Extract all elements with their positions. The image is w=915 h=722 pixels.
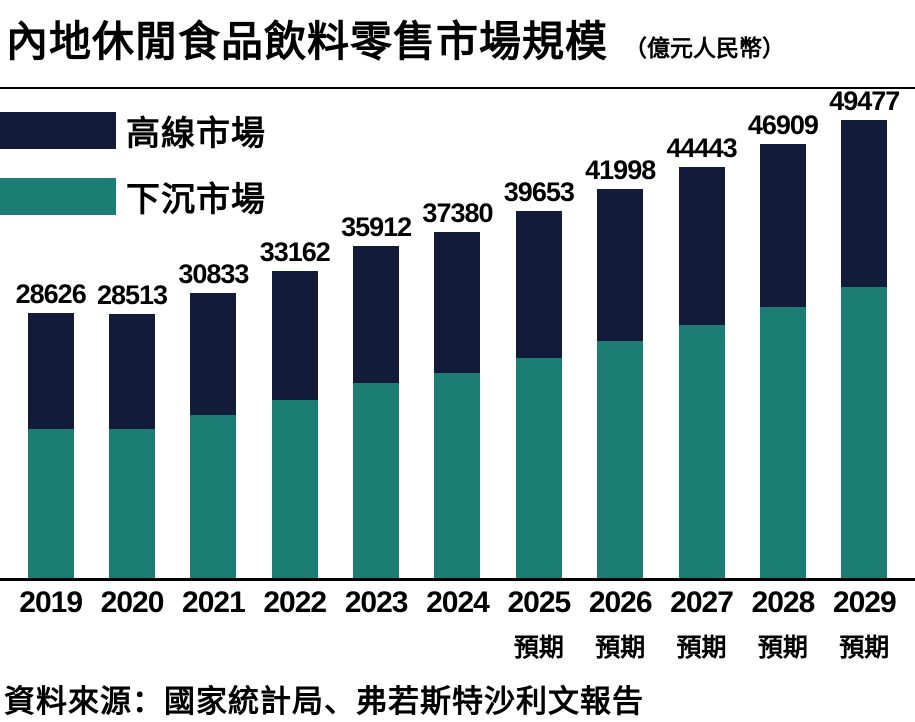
x-label-2019: 2019 <box>10 586 91 664</box>
bar-column-2026: 41998 <box>580 155 661 578</box>
x-label-2023: 2023 <box>335 586 416 664</box>
bar-column-2027: 44443 <box>661 133 742 578</box>
bar-column-2028: 46909 <box>742 110 823 578</box>
segment-highline-market <box>841 120 888 288</box>
segment-highline-market <box>271 271 318 401</box>
legend-swatch-sinking <box>0 178 116 215</box>
year-label: 2020 <box>100 586 165 619</box>
segment-highline-market <box>27 313 74 430</box>
x-label-2029: 2029 預期 <box>824 586 905 664</box>
bar-column-2024: 37380 <box>417 198 498 578</box>
bar-total-label: 28626 <box>15 279 87 309</box>
forecast-label: 預期 <box>595 634 646 662</box>
year-label: 2027 <box>670 586 734 619</box>
x-label-2024: 2024 <box>417 586 498 664</box>
segment-highline-market <box>597 189 644 341</box>
legend-label-highline: 高線市場 <box>126 115 266 153</box>
segment-highline-market <box>109 314 156 429</box>
forecast-label: 預期 <box>513 634 564 662</box>
segment-highline-market <box>190 293 237 416</box>
stacked-bar <box>678 167 725 578</box>
segment-sinking-market <box>515 357 562 578</box>
stacked-bar <box>27 313 74 578</box>
chart-legend: 高線市場 下沉市場 <box>0 106 266 238</box>
segment-sinking-market <box>353 382 400 578</box>
year-label: 2021 <box>182 586 246 619</box>
bars-area: 28626 28513 30833 33162 35912 37380 39653 41998… <box>10 86 905 578</box>
chart-unit-label: （億元人民幣） <box>624 35 786 61</box>
stacked-bar <box>353 246 400 578</box>
segment-sinking-market <box>190 415 237 578</box>
bar-column-2021: 30833 <box>173 259 254 578</box>
forecast-label: 預期 <box>757 634 808 662</box>
stacked-bar <box>841 120 888 578</box>
year-label: 2028 <box>751 586 816 619</box>
bar-total-label: 44443 <box>666 133 738 163</box>
x-label-2026: 2026 預期 <box>580 586 661 664</box>
segment-highline-market <box>434 232 481 374</box>
year-label: 2023 <box>344 586 409 619</box>
year-label: 2026 <box>588 586 653 619</box>
year-label: 2025 <box>507 586 571 619</box>
bar-total-label: 37380 <box>422 198 493 228</box>
source-note: 資料來源：國家統計局、弗若斯特沙利文報告 <box>4 684 644 719</box>
bar-column-2023: 35912 <box>335 212 416 578</box>
year-label: 2024 <box>426 586 490 619</box>
segment-sinking-market <box>27 429 74 578</box>
bar-total-label: 30833 <box>178 259 249 289</box>
bar-total-label: 39653 <box>503 177 575 207</box>
bar-total-label: 49477 <box>829 86 900 116</box>
bar-total-label: 46909 <box>747 110 819 140</box>
year-label: 2019 <box>19 586 83 619</box>
x-axis-labels: 2019 2020 2021 2022 2023 2024 2025 預期 2026 預期 2027… <box>10 586 905 664</box>
forecast-label: 預期 <box>676 634 727 662</box>
segment-sinking-market <box>271 400 318 578</box>
x-label-2020: 2020 <box>91 586 172 664</box>
x-label-2027: 2027 預期 <box>661 586 742 664</box>
x-label-2025: 2025 預期 <box>498 586 579 664</box>
stacked-bar <box>190 293 237 578</box>
bar-column-2020: 28513 <box>91 280 172 578</box>
segment-highline-market <box>678 167 725 325</box>
legend-item-highline: 高線市場 <box>0 106 266 155</box>
segment-highline-market <box>353 246 400 383</box>
chart-title: 內地休閒食品飲料零售市場規模 <box>6 18 609 65</box>
year-label: 2022 <box>263 586 327 619</box>
stacked-bar <box>271 271 318 578</box>
bar-column-2019: 28626 <box>10 279 91 578</box>
forecast-label: 預期 <box>839 634 890 662</box>
stacked-bar <box>597 189 644 578</box>
legend-swatch-highline <box>0 112 116 149</box>
x-label-2028: 2028 預期 <box>742 586 823 664</box>
chart-header: 內地休閒食品飲料零售市場規模 （億元人民幣） <box>6 8 909 69</box>
x-label-2021: 2021 <box>173 586 254 664</box>
segment-sinking-market <box>678 324 725 578</box>
segment-highline-market <box>759 144 806 307</box>
segment-sinking-market <box>597 340 644 578</box>
legend-label-sinking: 下沉市場 <box>126 181 266 219</box>
bar-column-2022: 33162 <box>254 237 335 578</box>
x-label-2022: 2022 <box>254 586 335 664</box>
segment-highline-market <box>515 211 562 358</box>
header-divider <box>0 87 915 89</box>
legend-item-sinking: 下沉市場 <box>0 172 266 221</box>
stacked-bar <box>109 314 156 578</box>
segment-sinking-market <box>434 373 481 578</box>
segment-sinking-market <box>759 306 806 578</box>
x-axis-line <box>0 578 915 581</box>
year-label: 2029 <box>832 586 897 619</box>
stacked-bar <box>434 232 481 578</box>
bar-total-label: 33162 <box>259 237 331 267</box>
stacked-bar <box>759 144 806 578</box>
bar-column-2025: 39653 <box>498 177 579 578</box>
bar-column-2029: 49477 <box>824 86 905 578</box>
bar-total-label: 41998 <box>585 155 656 185</box>
segment-sinking-market <box>109 428 156 578</box>
segment-sinking-market <box>841 287 888 578</box>
stacked-bar <box>515 211 562 578</box>
bar-total-label: 35912 <box>341 212 412 242</box>
bar-total-label: 28513 <box>96 280 168 310</box>
